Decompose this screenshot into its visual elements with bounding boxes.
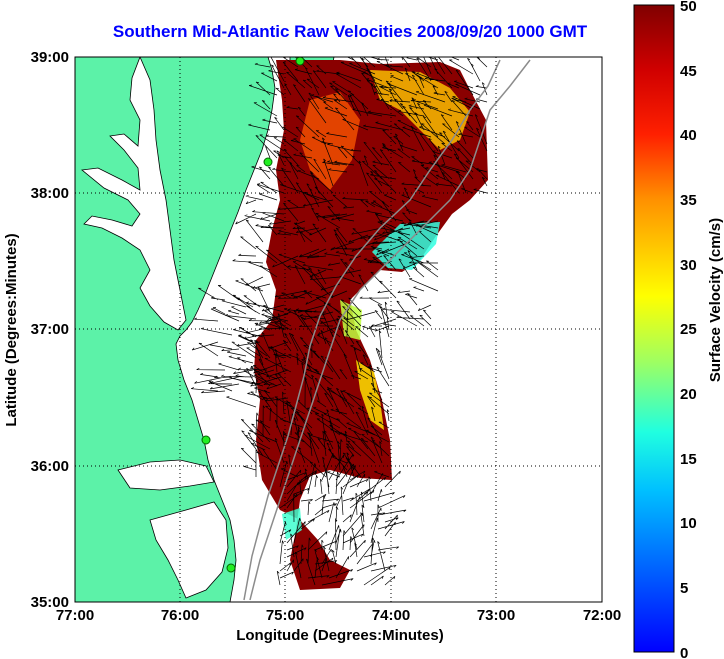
- velocity-arrows: [190, 57, 488, 586]
- colorbar-ticks: 50 45 40 35 30 25 20 15 10 5 0: [680, 0, 697, 659]
- y-tick-label: 39:00: [31, 49, 69, 66]
- contour-shelf-break: [249, 59, 531, 601]
- pamlico-sound: [149, 501, 229, 599]
- velocity-region-north: [254, 60, 488, 590]
- radar-stations: [201, 57, 305, 573]
- colorbar-tick-label: 25: [680, 321, 697, 338]
- colorbar-label: Surface Velocity (cm/s): [707, 218, 724, 382]
- chesapeake-bay: [81, 57, 187, 331]
- x-tick-label: 76:00: [161, 607, 199, 624]
- colorbar-tick-label: 40: [680, 127, 697, 144]
- station-marker: [295, 57, 305, 66]
- colorbar-tick-label: 45: [680, 63, 697, 80]
- x-tick-label: 77:00: [56, 607, 94, 624]
- x-tick-label: 73:00: [477, 607, 515, 624]
- grid-lines: [75, 57, 602, 602]
- map-frame: [74, 56, 603, 603]
- colorbar-tick-label: 5: [680, 580, 688, 597]
- x-axis-label: Longitude (Degrees:Minutes): [236, 627, 444, 644]
- y-tick-label: 37:00: [31, 321, 69, 338]
- y-tick-label: 36:00: [31, 458, 69, 475]
- x-tick-label: 74:00: [372, 607, 410, 624]
- station-marker: [226, 563, 236, 573]
- colorbar: 50 45 40 35 30 25 20 15 10 5 0 Surface V…: [633, 0, 724, 659]
- velocity-arrow-set: [190, 57, 488, 586]
- map-title: Southern Mid-Atlantic Raw Velocities 200…: [112, 22, 588, 41]
- colorbar-tick-label: 20: [680, 386, 697, 403]
- contour-shelf-inner: [243, 59, 501, 601]
- y-axis-label: Latitude (Degrees:Minutes): [3, 233, 20, 426]
- map-axes: [74, 56, 603, 603]
- y-tick-label: 35:00: [31, 594, 69, 611]
- colorbar-gradient: [633, 4, 675, 653]
- velocity-region-orange: [300, 92, 360, 190]
- colorbar-tick-label: 30: [680, 257, 697, 274]
- velocity-region-yellow-south: [356, 360, 384, 430]
- bathymetry-contours: [243, 59, 531, 601]
- colorbar-tick-label: 50: [680, 0, 697, 15]
- colorbar-tick-label: 10: [680, 515, 697, 532]
- y-tick-label: 38:00: [31, 185, 69, 202]
- colorbar-tick-label: 0: [680, 645, 688, 659]
- x-tick-label: 75:00: [266, 607, 304, 624]
- velocity-region-cyan: [372, 222, 440, 270]
- velocity-field: [254, 60, 488, 590]
- y-axis: 39:00 38:00 37:00 36:00 35:00 Latitude (…: [3, 49, 69, 611]
- x-axis: 77:00 76:00 75:00 74:00 73:00 72:00 Long…: [56, 607, 621, 644]
- station-marker: [263, 157, 273, 167]
- colorbar-tick-label: 35: [680, 192, 697, 209]
- colorbar-tick-label: 15: [680, 451, 697, 468]
- x-tick-label: 72:00: [583, 607, 621, 624]
- albemarle-sound: [117, 459, 215, 491]
- station-marker: [201, 435, 211, 445]
- velocity-region-yellow: [370, 70, 470, 150]
